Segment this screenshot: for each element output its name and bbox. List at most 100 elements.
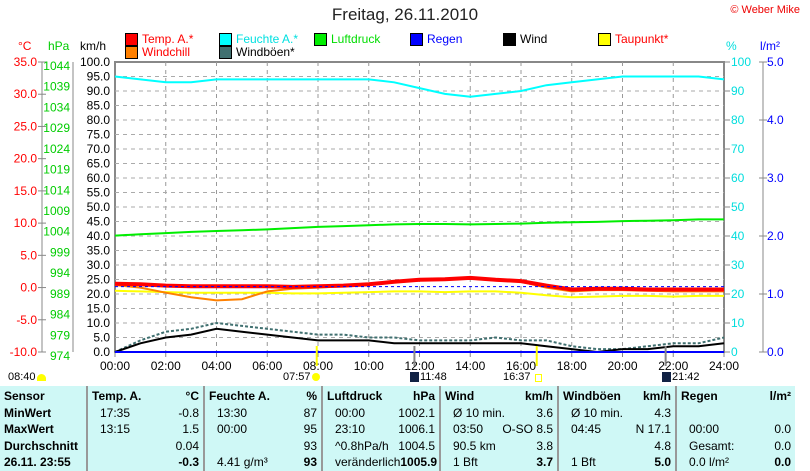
x-tick-label: 24:00 (709, 359, 739, 373)
legend-item: Luftdruck (314, 32, 380, 46)
row-label-min: MinWert (4, 405, 52, 420)
press-cell-label: 23:10 (335, 422, 366, 436)
gust-cell-value: 5.0 (654, 455, 671, 469)
kmh-tick-label: 70.0 (87, 142, 111, 156)
temp-tick-label: -10.0 (10, 345, 38, 359)
pct-unit: % (726, 39, 737, 53)
legend-item: Taupunkt* (598, 32, 668, 46)
x-tick-label: 20:00 (607, 359, 637, 373)
rain-cell-label: 00:00 (689, 422, 720, 436)
series-line-temp-a- (114, 275, 724, 292)
hpa-tick-label: 989 (50, 287, 70, 301)
gust-cell-value: 4.8 (654, 438, 671, 453)
moonset-time: 08:40 (8, 371, 36, 383)
temp-cell-label: 17:35 (100, 405, 131, 420)
rain-column: Regen l/m² 00:00 0.0 Gesamt: 0.0 0.0 l/m² 0.0 (677, 386, 795, 471)
gust-cell-label: 04:45 (571, 422, 602, 436)
legend-label: Windchill (142, 45, 191, 59)
rain-tick-label: 3.0 (767, 171, 784, 185)
temp-row: 17:35 -0.8 (92, 405, 199, 422)
kmh-tick-label: 45.0 (87, 215, 111, 229)
legend-item: Wind (503, 32, 547, 46)
sensor-column: Sensor MinWert MaxWert Durchschnitt 26.1… (0, 386, 88, 471)
temp-header: Temp. A. (92, 389, 142, 403)
rain-tick-label: 4.0 (767, 113, 784, 127)
hum-cell-label: 00:00 (217, 422, 248, 436)
row-label-avg: Durchschnitt (4, 438, 79, 453)
legend-label: Feuchte A.* (236, 32, 299, 46)
temp-tick-label: 20.0 (14, 152, 38, 166)
wind-row: Ø 10 min. 3.6 (445, 405, 553, 422)
wind-cell-label: 1 Bft (453, 455, 478, 469)
hpa-tick-label: 1009 (43, 204, 70, 218)
wind-cell-label: 03:50 (453, 422, 484, 436)
temp-column: Temp. A. °C 17:35 -0.8 13:15 1.5 0.04 -0.3 (88, 386, 205, 471)
temp-tick-label: 0.0 (20, 281, 37, 295)
temp-row: -0.3 (92, 454, 199, 471)
moon-icon (37, 374, 46, 381)
press-unit: hPa (412, 389, 435, 403)
rain-cell-value: 0.0 (774, 438, 791, 453)
hum-cell-value: 95 (303, 422, 317, 436)
pct-tick-label: 30 (731, 258, 745, 272)
kmh-tick-label: 35.0 (87, 244, 111, 258)
wind-row: 1 Bft 3.7 (445, 454, 553, 471)
rain-unit: l/m² (760, 39, 780, 53)
stats-table: Sensor MinWert MaxWert Durchschnitt 26.1… (0, 386, 795, 471)
legend-swatch (219, 32, 232, 46)
temp-tick-label: 5.0 (20, 248, 37, 262)
kmh-tick-label: 100.0 (80, 55, 110, 69)
rain-header: Regen (681, 389, 718, 403)
press-cell-value: 1004.5 (398, 438, 435, 453)
temp-cell-value: -0.3 (178, 455, 199, 469)
wind-header-row: Wind km/h (445, 388, 553, 405)
temp-tick-label: 30.0 (14, 87, 38, 101)
gust-unit: km/h (642, 389, 671, 403)
pct-tick-label: 60 (731, 171, 745, 185)
wind-row: 03:50 O-SO 8.5 (445, 421, 553, 438)
rain-cell-value: 0.0 (774, 455, 791, 469)
pct-tick-label: 90 (731, 84, 745, 98)
x-tick-label: 14:00 (455, 359, 485, 373)
legend-swatch (503, 32, 516, 46)
press-cell-label: 00:00 (335, 405, 366, 420)
sun-icon (312, 373, 320, 381)
hum-cell-value: 93 (303, 438, 317, 453)
rain-tick-label: 1.0 (767, 287, 784, 301)
hpa-tick-label: 1019 (43, 163, 70, 177)
kmh-tick-label: 20.0 (87, 287, 111, 301)
pct-tick-label: 70 (731, 142, 745, 156)
hpa-tick-label: 1039 (43, 80, 70, 94)
press-cell-value: 1002.1 (398, 405, 435, 420)
press-row: 23:10 1006.1 (327, 421, 435, 438)
hum-row: 93 (209, 438, 317, 455)
pct-tick-label: 100 (731, 55, 751, 69)
wind-cell-label: 90.5 km (453, 438, 496, 453)
wind-cell-value: 3.7 (536, 455, 553, 469)
x-tick-label: 04:00 (201, 359, 231, 373)
gust-header-row: Windböen km/h (563, 388, 671, 405)
x-tick-label: 02:00 (151, 359, 181, 373)
hpa-tick-label: 1034 (43, 100, 70, 114)
temp-row: 0.04 (92, 438, 199, 455)
pct-tick-label: 40 (731, 229, 745, 243)
legend-label: Luftdruck (331, 32, 381, 46)
temp-header-row: Temp. A. °C (92, 388, 199, 405)
gust-cell-label: Ø 10 min. (571, 405, 624, 420)
hpa-tick-label: 1024 (43, 142, 70, 156)
rain-unit: l/m² (769, 389, 791, 403)
legend-label: Temp. A.* (142, 32, 194, 46)
hpa-tick-label: 1014 (43, 183, 70, 197)
hpa-tick-label: 999 (50, 245, 70, 259)
hum-column: Feuchte A.% 13:30 87 00:00 95 93 4.41 g/m³ 93 (205, 386, 323, 471)
rain-row: 0.0 l/m² 0.0 (681, 454, 791, 471)
press-cell-value: 1006.1 (398, 422, 435, 436)
rain-cell-label: Gesamt: (689, 438, 735, 453)
row-label-current: 26.11. 23:55 (4, 455, 71, 469)
series-line-wind (114, 327, 725, 354)
legend-item: Regen (410, 32, 462, 46)
legend-label: Taupunkt* (615, 32, 669, 46)
hum-cell-label: 4.41 g/m³ (217, 455, 268, 469)
temp-cell-label: 13:15 (100, 422, 131, 436)
rain-cell-label: 0.0 l/m² (689, 455, 730, 469)
